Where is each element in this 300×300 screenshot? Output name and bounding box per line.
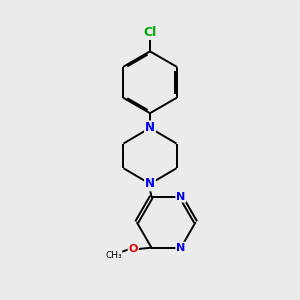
Text: N: N [176, 192, 185, 202]
Text: N: N [145, 177, 155, 190]
Text: N: N [176, 243, 185, 253]
Text: O: O [128, 244, 138, 254]
Text: Cl: Cl [143, 26, 157, 39]
Text: CH₃: CH₃ [105, 251, 122, 260]
Text: N: N [145, 122, 155, 134]
